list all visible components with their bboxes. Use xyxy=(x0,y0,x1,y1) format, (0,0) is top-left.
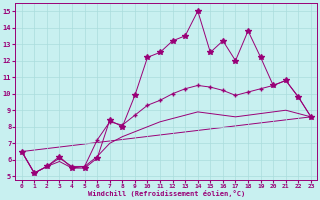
X-axis label: Windchill (Refroidissement éolien,°C): Windchill (Refroidissement éolien,°C) xyxy=(88,190,245,197)
